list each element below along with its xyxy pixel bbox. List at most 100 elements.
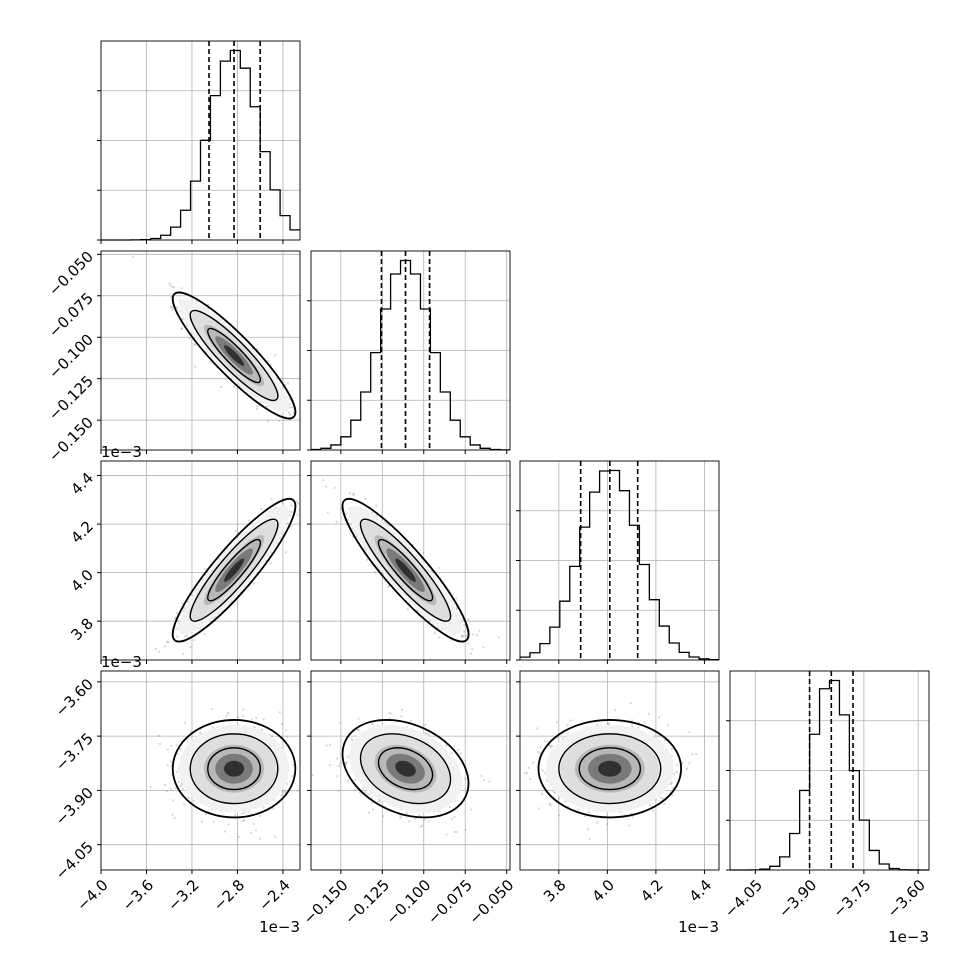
sample-point [149,786,152,789]
sample-point [281,790,284,793]
density-shading [179,724,290,813]
sample-point [238,835,241,838]
sample-point [423,819,426,822]
sample-point [193,638,196,641]
sample-point [170,295,173,298]
sample-point [675,770,678,773]
sample-point [461,618,464,621]
sample-point [671,747,674,750]
sample-point [344,763,347,766]
sample-point [384,580,387,583]
sample-point [427,820,430,823]
sample-point [285,729,288,732]
sample-point [448,805,451,808]
sample-point [372,808,375,811]
sample-point [175,744,178,747]
sample-point [344,513,347,516]
sample-point [187,796,190,799]
sample-point [267,360,270,363]
histogram-step-line [730,679,929,871]
sample-point [456,606,459,609]
sample-point [178,622,181,625]
sample-point [220,385,223,388]
sample-point [354,788,357,791]
sample-point [210,707,213,710]
sample-point [464,778,467,781]
sample-point [242,708,245,711]
sample-point [203,633,206,636]
density-fill [395,558,416,582]
sample-point [445,833,448,836]
sample-point [184,721,187,724]
sample-point [339,762,342,765]
sample-point [352,492,355,495]
sample-point [194,365,197,368]
sample-point [171,286,174,289]
sample-point [478,629,481,632]
sample-point [205,350,208,353]
sample-point [218,557,221,560]
sample-point [424,732,427,735]
sample-point [255,348,258,351]
sample-point [584,815,587,818]
sample-point [207,307,210,310]
sample-point [562,737,565,740]
sample-point [296,790,299,793]
sample-point [174,618,177,621]
sample-point [281,377,284,380]
sample-point [360,793,363,796]
sample-point [374,571,377,574]
sample-point [378,568,381,571]
sample-point [455,831,458,834]
sample-point [346,518,349,521]
sample-point [354,779,357,782]
sample-point [406,608,409,611]
sample-point [242,819,245,822]
panel-frame [100,250,301,451]
sample-point [180,318,183,321]
sample-point [179,785,182,788]
sample-point [247,810,250,813]
sample-point [400,708,403,711]
sample-point [271,735,274,738]
sample-point [270,498,273,501]
sample-point [379,799,382,802]
sample-point [284,791,287,794]
sample-point [186,324,189,327]
sample-point [378,800,381,803]
sample-point [416,610,419,613]
sample-point [190,731,193,734]
sample-point [170,306,173,309]
sample-point [329,743,332,746]
sample-point [410,719,413,722]
sample-point [339,722,342,725]
sample-point [276,801,279,804]
sample-point [333,486,336,489]
sample-point [182,610,185,613]
sample-point [336,775,339,778]
sample-point [290,504,293,507]
sample-point [441,628,444,631]
sample-point [158,742,161,745]
sample-point [596,723,599,726]
sample-point [450,638,453,641]
sample-point [163,783,166,786]
sample-point [195,300,198,303]
sample-point [288,398,291,401]
sample-point [416,609,419,612]
sample-point [557,814,560,817]
sample-point [420,558,423,561]
sample-point [287,382,290,385]
sample-point [248,519,251,522]
sample-point [174,616,177,619]
contour-line-3 [377,747,434,791]
sample-point [371,723,374,726]
sample-point [188,337,191,340]
density-fill [395,760,416,777]
sample-point [405,811,408,814]
sample-point [412,544,415,547]
sample-point [283,790,286,793]
sample-point [467,642,470,645]
sample-point [212,616,215,619]
sample-point [422,724,425,727]
